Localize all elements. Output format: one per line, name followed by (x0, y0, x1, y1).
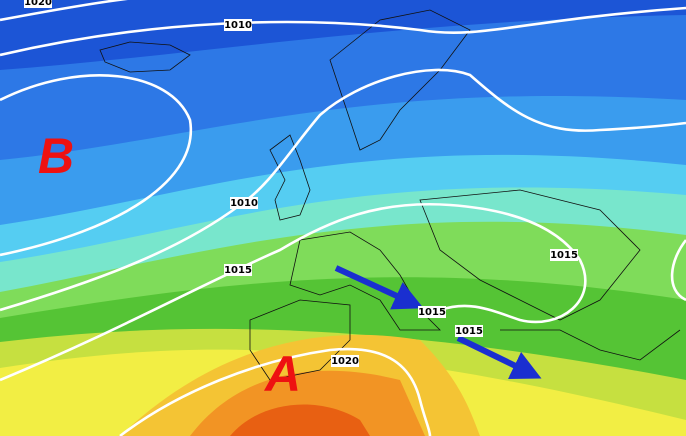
isobar-label-bg (418, 306, 446, 318)
isobar-label: 1020 (24, 0, 52, 8)
isobar-label: 1015 (550, 250, 578, 261)
flow-arrows (334, 265, 542, 379)
pressure-center: B (38, 128, 74, 184)
isobar-label-bg (224, 19, 252, 31)
isobar-label-bg (455, 325, 483, 337)
isobar-label-bg (24, 0, 52, 8)
pressure-center: A (263, 346, 301, 402)
isobar-label: 1020 (331, 356, 359, 367)
isobar-label: 1015 (418, 307, 446, 318)
isobar-label: 1015 (455, 326, 483, 337)
isobar-label: 1010 (230, 198, 258, 209)
isobar-label-bg (230, 197, 258, 209)
isobar-label: 1015 (224, 265, 252, 276)
isobar-label-bg (550, 249, 578, 261)
isobar-label: 1010 (224, 20, 252, 31)
isobar-label-bg (224, 264, 252, 276)
isobar-label-bg (331, 355, 359, 367)
labels: 1020 1010 1010 1015 1015 1015 1015 1020 B A (24, 0, 578, 402)
